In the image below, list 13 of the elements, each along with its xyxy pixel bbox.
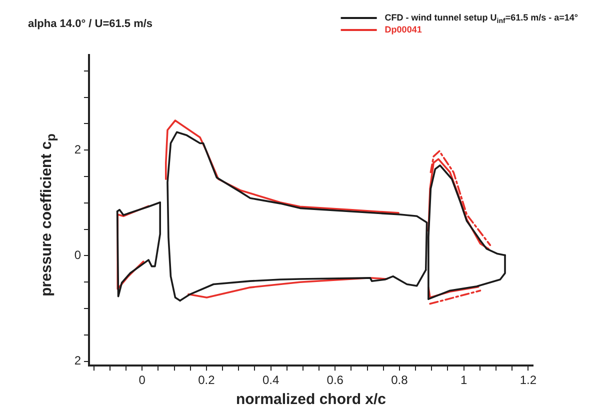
x-tick-label: 0.8: [391, 373, 408, 388]
legend-label: Dp00041: [384, 24, 422, 34]
x-tick-label: 0.6: [326, 373, 344, 388]
x-tick-label: 0.2: [198, 373, 216, 388]
x-tick-label: 1.2: [520, 373, 537, 388]
y-tick-label: 2: [74, 354, 82, 368]
x-axis-title: normalized chord x/c: [236, 391, 386, 408]
chart-title: alpha 14.0° / U=61.5 m/s: [28, 18, 153, 30]
y-tick-label: 2: [74, 142, 82, 156]
x-tick-label: 0.4: [262, 373, 280, 388]
y-tick-label: 0: [74, 248, 82, 262]
x-tick-label: 0: [138, 373, 146, 388]
x-tick-label: 1: [460, 373, 468, 388]
